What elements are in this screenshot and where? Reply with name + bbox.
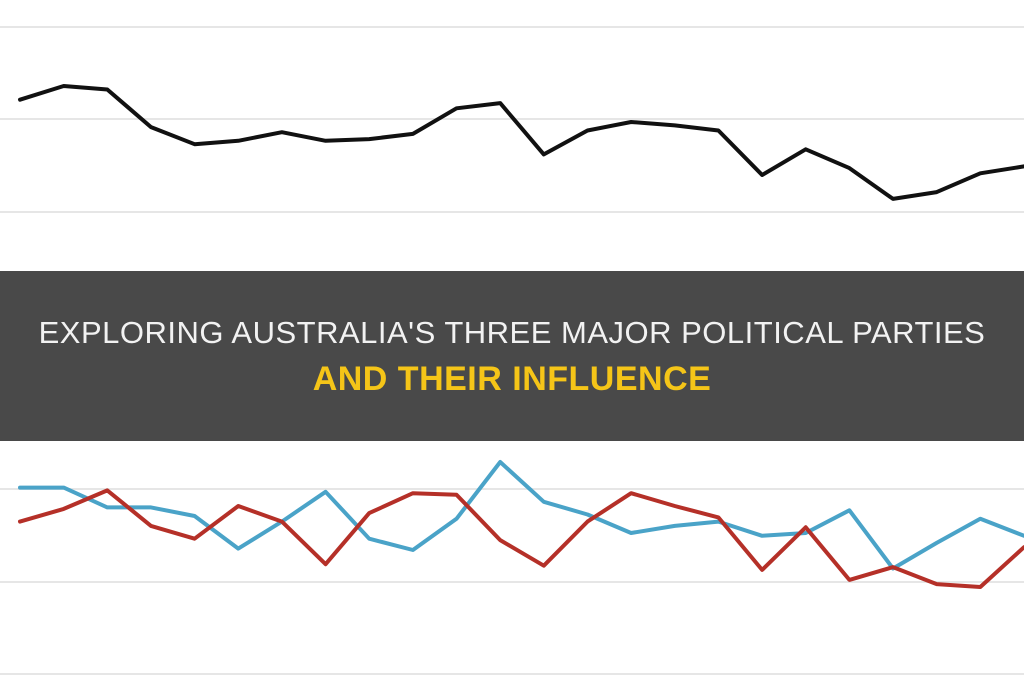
chart-panel-2 [0,460,1024,675]
title-banner: Exploring Australia's Three Major Politi… [0,271,1024,441]
series-line-2-1 [18,460,1024,571]
series-line-1-1 [18,84,1024,201]
series-line-2-2 [18,488,1024,589]
title-line-2: and Their Influence [312,360,712,398]
title-line-1: Exploring Australia's Three Major Politi… [38,315,986,350]
chart-panel-1 [0,26,1024,213]
